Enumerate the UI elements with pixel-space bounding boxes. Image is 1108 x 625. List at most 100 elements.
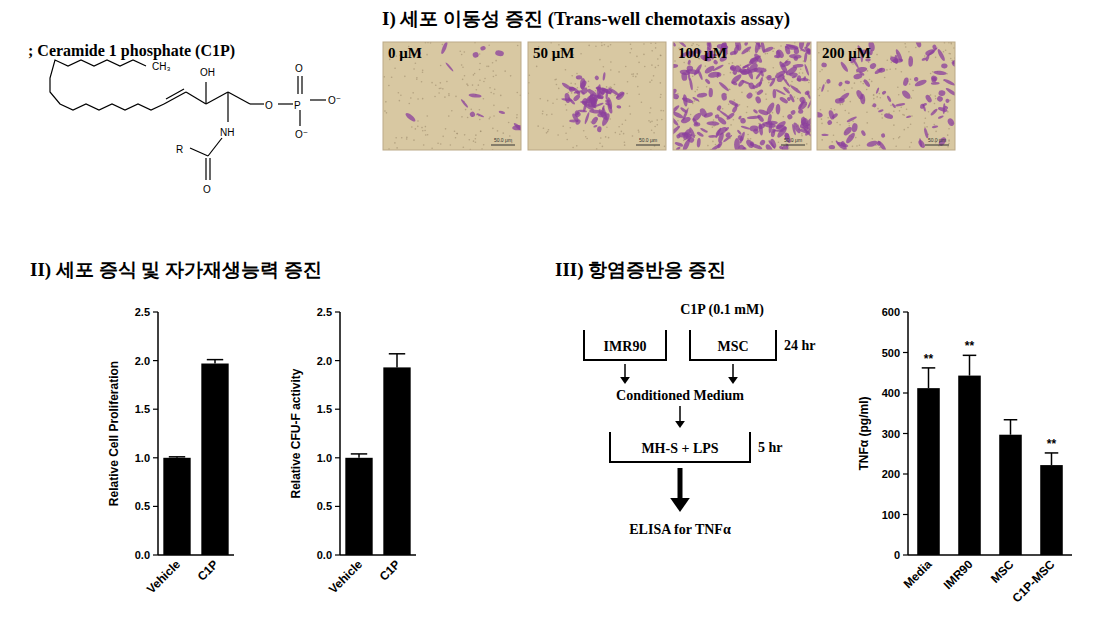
cell — [786, 143, 789, 147]
pore — [566, 109, 568, 111]
x-axis — [340, 554, 416, 556]
scale-bar — [636, 145, 660, 146]
pore — [895, 68, 897, 70]
micrograph-background — [528, 42, 666, 150]
pore — [427, 134, 429, 136]
pore — [470, 109, 472, 111]
pore — [462, 66, 464, 68]
pore — [478, 84, 480, 86]
pore — [788, 147, 790, 149]
cell — [738, 131, 745, 144]
cell — [472, 51, 479, 58]
cell — [749, 125, 758, 131]
pore — [488, 66, 490, 68]
pore — [637, 86, 639, 88]
micrograph — [383, 42, 521, 150]
pore — [899, 110, 901, 112]
pore — [603, 66, 605, 68]
pore — [542, 110, 544, 112]
pore — [417, 120, 419, 122]
pore — [586, 138, 588, 140]
pore — [912, 90, 914, 92]
pore — [422, 130, 424, 132]
pore — [655, 42, 657, 44]
pore — [595, 90, 597, 92]
pore — [849, 101, 851, 103]
cell — [513, 122, 521, 132]
pore — [740, 65, 742, 67]
y-tick — [335, 311, 340, 312]
pore — [906, 108, 908, 110]
pore — [565, 69, 567, 71]
cell — [765, 101, 776, 115]
cell — [874, 67, 884, 75]
pore — [834, 109, 836, 111]
y-tick — [335, 506, 340, 507]
pore — [867, 70, 869, 72]
bond — [250, 103, 264, 104]
pore — [821, 139, 823, 141]
cell — [930, 108, 939, 116]
pore — [836, 122, 838, 124]
plot-area — [917, 355, 1063, 555]
pore — [898, 94, 900, 96]
pore — [421, 81, 423, 83]
cell — [799, 128, 809, 134]
pore — [425, 126, 427, 128]
micrograph — [817, 42, 955, 150]
pore — [638, 62, 640, 64]
pore — [445, 128, 447, 130]
pore — [543, 127, 545, 129]
error-bar-cap — [207, 359, 223, 361]
pore — [542, 113, 544, 115]
pore — [454, 130, 456, 132]
pore — [408, 103, 410, 105]
pore — [425, 134, 427, 136]
pore — [571, 75, 573, 77]
pore — [448, 115, 450, 117]
pore — [732, 62, 734, 64]
pore — [456, 133, 458, 135]
cell — [445, 62, 454, 72]
pore — [576, 73, 578, 75]
pore — [819, 71, 821, 73]
pore — [632, 135, 634, 137]
error-bar-stem — [1051, 453, 1053, 465]
cell — [574, 90, 583, 94]
cell — [764, 143, 773, 150]
pore — [557, 134, 559, 136]
cell — [749, 141, 754, 147]
pore — [660, 110, 662, 112]
pore — [476, 89, 478, 91]
pore — [910, 78, 912, 80]
pore — [492, 128, 494, 130]
pore — [510, 75, 512, 77]
cell — [946, 117, 955, 127]
pore — [635, 76, 637, 78]
cell — [730, 66, 736, 71]
pore — [729, 89, 731, 91]
pore — [949, 99, 951, 101]
y-tick-label: 0.5 — [317, 500, 332, 512]
pore — [415, 128, 417, 130]
y-tick-label: 2.5 — [317, 306, 332, 318]
pore — [462, 79, 464, 81]
pore — [947, 111, 949, 113]
pore — [442, 136, 444, 138]
pore — [889, 69, 891, 71]
pore — [852, 63, 854, 65]
pore — [707, 145, 709, 147]
pore — [821, 123, 823, 125]
cell — [860, 93, 866, 104]
error-bar-cap — [351, 453, 367, 455]
image-label: 0 μM — [388, 45, 422, 61]
pore — [600, 137, 602, 139]
pore — [406, 137, 408, 139]
cell — [951, 60, 955, 68]
y-tick-label: 1.5 — [135, 403, 150, 415]
bar — [917, 388, 940, 555]
pore — [677, 120, 679, 122]
cell — [778, 60, 789, 74]
pore — [844, 110, 846, 112]
pore — [947, 134, 949, 136]
